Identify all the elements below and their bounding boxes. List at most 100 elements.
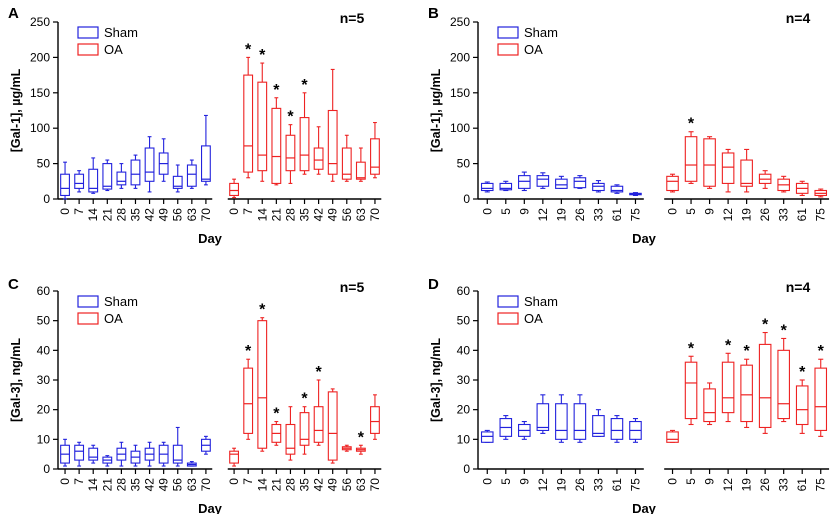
x-tick-label: 12 <box>721 478 735 492</box>
x-tick-label: 26 <box>758 208 772 222</box>
legend-swatch-oa <box>77 43 99 56</box>
y-tick-label: 0 <box>463 462 470 476</box>
y-tick-label: 0 <box>43 462 50 476</box>
significance-star: * <box>273 406 280 423</box>
box-iqr <box>555 178 568 189</box>
x-tick-label: 70 <box>368 208 382 222</box>
x-tick-label: 75 <box>628 478 642 492</box>
box-iqr <box>355 161 366 180</box>
x-tick-label: 75 <box>814 208 828 222</box>
x-tick-label: 19 <box>740 478 754 492</box>
y-tick-label: 100 <box>30 121 50 135</box>
y-axis-title: [Gal-1], µg/mL <box>429 68 443 152</box>
y-tick-label: 20 <box>37 403 51 417</box>
x-tick-label: 61 <box>610 208 624 222</box>
legend-swatch-sham <box>77 26 99 39</box>
x-tick-label: 0 <box>666 478 680 485</box>
y-tick-label: 50 <box>457 157 471 171</box>
x-tick-label: 0 <box>666 208 680 215</box>
x-axis-title: Day <box>632 501 657 514</box>
x-tick-label: 5 <box>499 478 513 485</box>
x-tick-label: 21 <box>100 208 114 222</box>
box-iqr <box>200 145 211 182</box>
y-tick-label: 150 <box>450 86 470 100</box>
x-tick-label: 9 <box>703 478 717 485</box>
box-iqr <box>243 74 254 173</box>
x-tick-label: 35 <box>128 208 142 222</box>
x-tick-label: 5 <box>499 208 513 215</box>
box-iqr <box>299 412 310 446</box>
x-tick-label: 35 <box>128 478 142 492</box>
x-tick-label: 56 <box>171 208 185 222</box>
x-tick-label: 33 <box>591 208 605 222</box>
legend-swatch-sham <box>497 295 519 308</box>
panel-letter: B <box>428 5 439 22</box>
box-iqr <box>555 403 568 440</box>
significance-star: * <box>259 302 266 319</box>
x-tick-label: 63 <box>354 478 368 492</box>
x-tick-label: 56 <box>340 478 354 492</box>
box-iqr <box>60 173 70 197</box>
y-tick-label: 60 <box>37 284 51 298</box>
box-iqr <box>229 182 240 197</box>
y-axis-title: [Gal-1], µg/mL <box>9 68 23 152</box>
x-tick-label: 42 <box>312 478 326 492</box>
x-tick-label: 12 <box>536 208 550 222</box>
x-tick-label: 0 <box>480 208 494 215</box>
box-iqr <box>313 147 324 170</box>
x-tick-label: 61 <box>610 478 624 492</box>
box-iqr <box>327 391 338 461</box>
x-tick-label: 75 <box>628 208 642 222</box>
x-tick-label: 0 <box>480 478 494 485</box>
legend-label-oa: OA <box>104 42 123 57</box>
box-iqr <box>257 81 268 172</box>
box-iqr <box>740 159 753 187</box>
x-axis-title: Day <box>198 501 223 514</box>
y-tick-label: 0 <box>463 192 470 206</box>
box-iqr <box>518 175 531 189</box>
box-iqr <box>257 320 268 449</box>
box-iqr <box>721 152 735 184</box>
x-tick-label: 5 <box>684 208 698 215</box>
significance-star: * <box>725 337 732 354</box>
significance-star: * <box>301 391 308 408</box>
legend-swatch-oa <box>497 312 519 325</box>
box-iqr <box>172 175 183 189</box>
sample-size-label: n=4 <box>786 279 811 295</box>
y-tick-label: 100 <box>450 121 470 135</box>
x-tick-label: 70 <box>368 478 382 492</box>
x-tick-label: 12 <box>536 478 550 492</box>
box-iqr <box>74 173 85 189</box>
box-iqr <box>536 403 550 431</box>
y-tick-label: 10 <box>457 432 471 446</box>
x-tick-label: 28 <box>114 208 128 222</box>
y-axis-title: [Gal-3], ng/mL <box>9 338 23 422</box>
box-iqr <box>313 406 324 443</box>
box-iqr <box>795 385 809 426</box>
y-tick-label: 20 <box>457 403 471 417</box>
y-tick-label: 250 <box>30 15 50 29</box>
x-tick-label: 35 <box>298 478 312 492</box>
x-tick-label: 26 <box>758 478 772 492</box>
significance-star: * <box>273 82 280 99</box>
x-tick-label: 7 <box>72 208 86 215</box>
significance-star: * <box>818 343 825 360</box>
x-tick-label: 7 <box>241 478 255 485</box>
y-tick-label: 200 <box>450 50 470 64</box>
significance-star: * <box>358 429 365 446</box>
sample-size-label: n=4 <box>786 10 811 26</box>
sample-size-label: n=5 <box>340 10 365 26</box>
box-iqr <box>814 367 828 431</box>
y-tick-label: 30 <box>37 373 51 387</box>
x-tick-label: 21 <box>269 478 283 492</box>
significance-star: * <box>245 41 252 58</box>
significance-star: * <box>762 317 769 334</box>
box-iqr <box>88 447 99 461</box>
box-iqr <box>243 367 254 434</box>
x-tick-label: 49 <box>157 478 171 492</box>
x-tick-label: 0 <box>227 478 241 485</box>
